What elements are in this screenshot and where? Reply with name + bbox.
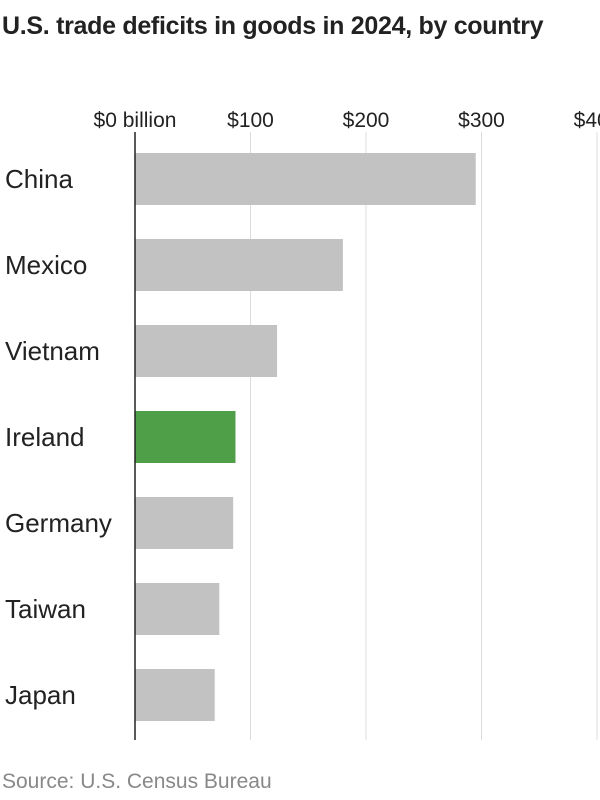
x-axis-tick-labels: $0 billion $100 $200 $300 $400 <box>94 109 600 132</box>
bar-chart: $0 billion $100 $200 $300 $400 China Mexico Vi… <box>5 109 600 740</box>
category-label: Taiwan <box>5 594 86 624</box>
bars <box>135 153 476 721</box>
bar-mexico <box>135 239 343 291</box>
category-label: Vietnam <box>5 336 100 366</box>
x-tick-label: $0 billion <box>94 109 177 132</box>
bar-ireland <box>135 411 236 463</box>
category-labels: China Mexico Vietnam Ireland Germany Taiwan Ja… <box>5 164 112 710</box>
category-label: China <box>5 164 73 194</box>
x-tick-label: $400 <box>574 109 600 132</box>
bar-taiwan <box>135 583 220 635</box>
category-label: Mexico <box>5 250 87 280</box>
bar-china <box>135 153 476 205</box>
source-note: Source: U.S. Census Bureau <box>2 770 272 793</box>
category-label: Ireland <box>5 422 85 452</box>
x-tick-label: $200 <box>343 109 390 132</box>
bar-germany <box>135 497 234 549</box>
x-tick-label: $100 <box>227 109 274 132</box>
gridlines <box>250 132 598 740</box>
x-tick-label: $300 <box>458 109 505 132</box>
bar-japan <box>135 669 215 721</box>
category-label: Germany <box>5 508 112 538</box>
bar-vietnam <box>135 325 278 377</box>
chart-title: U.S. trade deficits in goods in 2024, by… <box>2 12 544 40</box>
category-label: Japan <box>5 680 76 710</box>
